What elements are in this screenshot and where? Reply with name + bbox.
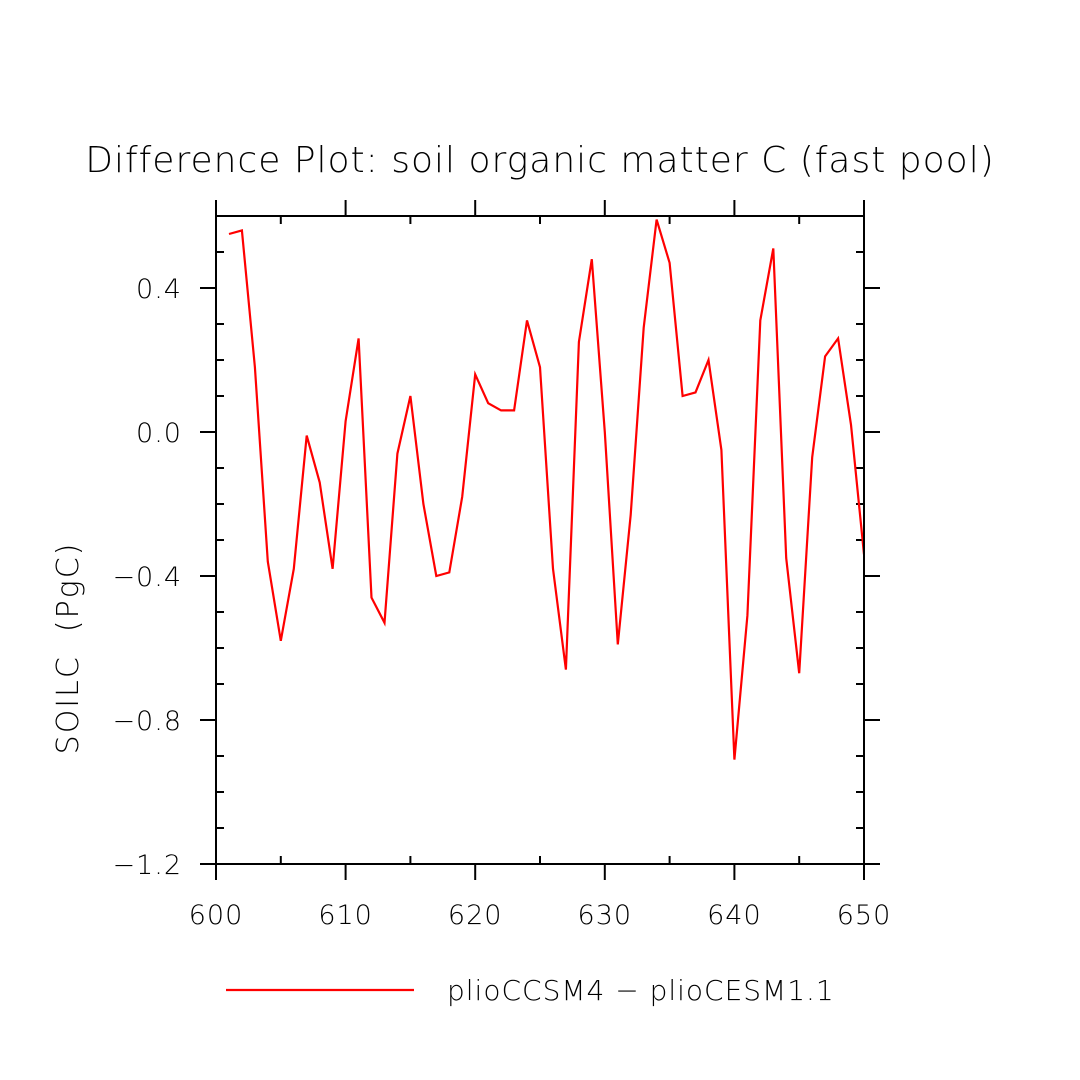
y-axis-label: SOILC (PgC) — [51, 542, 86, 755]
y-tick-label: −1.2 — [112, 850, 182, 881]
y-tick-label: −0.8 — [112, 706, 182, 737]
x-tick-label: 630 — [578, 900, 633, 931]
legend-label: plioCCSM4 − plioCESM1.1 — [447, 974, 835, 1007]
x-tick-label: 650 — [837, 900, 892, 931]
plot-frame — [215, 215, 865, 865]
axis-tick-labels: 600 610 620 630 640 650 −1.2 −0.8 −0.4 0.0 0.4 — [112, 274, 892, 931]
y-tick-label: 0.0 — [136, 418, 182, 449]
plot-area — [228, 219, 864, 760]
y-tick-label: 0.4 — [136, 274, 182, 305]
x-tick-label: 640 — [707, 900, 762, 931]
x-tick-label: 600 — [189, 900, 244, 931]
x-tick-label: 610 — [318, 900, 373, 931]
axis-ticks — [200, 200, 880, 880]
legend: plioCCSM4 − plioCESM1.1 — [226, 974, 835, 1007]
y-tick-label: −0.4 — [112, 562, 182, 593]
series-line — [228, 219, 864, 760]
x-tick-label: 620 — [448, 900, 503, 931]
chart-title: Difference Plot: soil organic matter C (… — [85, 140, 995, 181]
